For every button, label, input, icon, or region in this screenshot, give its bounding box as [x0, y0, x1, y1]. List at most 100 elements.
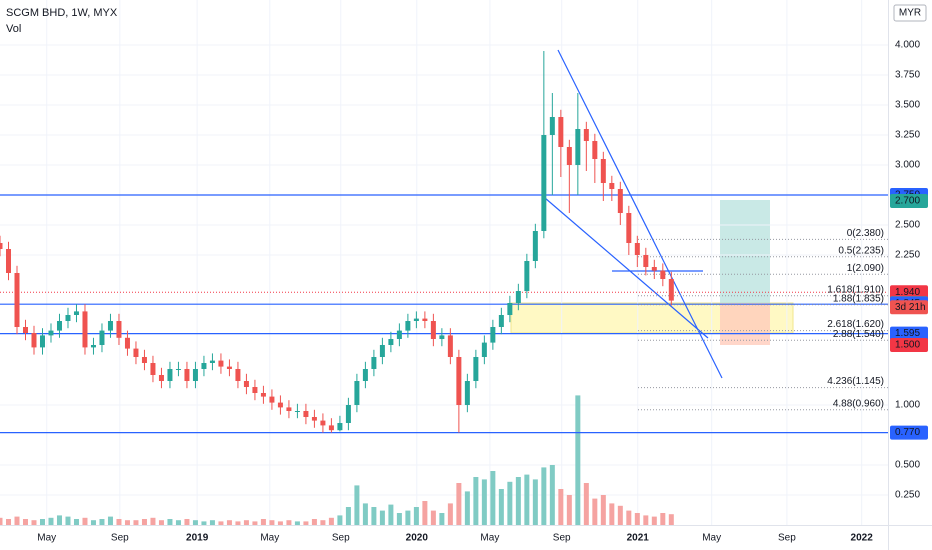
volume-bar: [22, 519, 28, 525]
price-label: 1.595: [895, 328, 920, 339]
volume-bar: [311, 519, 317, 525]
x-tick-label: May: [702, 533, 721, 544]
candle-body: [73, 311, 79, 315]
volume-bar: [56, 515, 62, 525]
y-tick-label: 1.000: [895, 400, 920, 411]
candle-body: [626, 213, 632, 243]
candle-body: [328, 425, 334, 431]
candle-body: [209, 360, 215, 363]
volume-bar: [379, 510, 385, 525]
y-tick-label: 3.500: [895, 100, 920, 111]
volume-bar: [515, 477, 521, 525]
chart-title: SCGM BHD, 1W, MYX: [6, 7, 118, 19]
y-tick-label: 3.250: [895, 130, 920, 141]
candle-body: [141, 357, 147, 363]
candle-body: [0, 243, 3, 249]
volume-bar: [320, 520, 326, 525]
volume-bar: [124, 520, 130, 525]
y-tick-label: 3.750: [895, 70, 920, 81]
volume-bar: [600, 495, 606, 525]
y-tick-label: 2.250: [895, 250, 920, 261]
fib-label: 0(2.380): [847, 228, 884, 239]
volume-bar: [260, 519, 266, 525]
candle-body: [133, 348, 139, 357]
candle-body: [405, 321, 411, 331]
volume-bar: [439, 513, 445, 525]
candle-body: [575, 129, 581, 165]
volume-bar: [5, 519, 11, 525]
volume-bar: [566, 495, 572, 525]
countdown: 3d 21h: [895, 302, 926, 313]
volume-bar: [396, 513, 402, 525]
y-tick-label: 0.250: [895, 490, 920, 501]
currency-box[interactable]: [893, 4, 927, 22]
candle-body: [481, 342, 487, 357]
volume-bar: [464, 491, 470, 525]
candle-body: [90, 345, 96, 348]
candle-body: [48, 330, 54, 336]
candle-body: [107, 321, 113, 331]
candle-body: [286, 407, 292, 411]
x-tick-label: Sep: [778, 533, 796, 544]
candle-body: [583, 129, 589, 141]
volume-bar: [235, 521, 241, 525]
volume-bar: [549, 465, 555, 525]
volume-bar: [456, 483, 462, 525]
x-tick-label: May: [260, 533, 279, 544]
candle-body: [260, 393, 266, 397]
volume-bar: [73, 519, 79, 525]
volume-bar: [388, 504, 394, 525]
volume-bar: [634, 513, 640, 525]
candle-body: [192, 369, 198, 381]
volume-bar: [337, 515, 343, 525]
volume-bar: [226, 520, 232, 525]
candle-body: [362, 369, 368, 381]
volume-bar: [65, 516, 71, 525]
candle-body: [218, 360, 224, 367]
volume-bar: [133, 520, 139, 525]
x-tick-label: 2021: [627, 533, 650, 544]
candle-body: [56, 321, 62, 331]
candle-body: [558, 117, 564, 147]
candle-body: [388, 339, 394, 345]
volume-bar: [643, 515, 649, 525]
price-label: 2.700: [895, 196, 920, 207]
volume-bar: [252, 521, 258, 525]
trend-line: [557, 49, 723, 379]
candle-body: [14, 273, 20, 327]
volume-bar: [0, 517, 3, 525]
candle-body: [379, 345, 385, 357]
candle-body: [456, 357, 462, 405]
volume-bar: [31, 520, 37, 525]
x-tick-label: Sep: [111, 533, 129, 544]
candle-body: [371, 357, 377, 369]
volume-bar: [532, 479, 538, 525]
candle-body: [345, 405, 351, 423]
x-tick-label: 2019: [186, 533, 209, 544]
candle-body: [515, 291, 521, 303]
volume-bar: [583, 483, 589, 525]
candle-body: [660, 270, 666, 279]
volume-bar: [345, 507, 351, 525]
fib-label: 0.5(2.235): [838, 245, 884, 256]
candle-body: [447, 335, 453, 357]
volume-bar: [430, 510, 436, 525]
volume-bar: [617, 505, 623, 525]
candle-body: [337, 423, 343, 431]
candle-body: [354, 381, 360, 405]
price-label-box: [890, 285, 928, 300]
volume-label: Vol: [6, 23, 21, 35]
volume-bar: [286, 520, 292, 525]
candle-body: [524, 261, 530, 291]
countdown-box: [890, 300, 928, 315]
volume-bar: [39, 519, 45, 525]
candle-body: [201, 363, 207, 369]
volume-bar: [354, 485, 360, 525]
volume-bar: [498, 489, 504, 525]
volume-bar: [371, 507, 377, 525]
price-label: 0.770: [895, 427, 920, 438]
volume-bar: [277, 521, 283, 525]
volume-bar: [14, 516, 20, 525]
volume-bar: [218, 521, 224, 525]
